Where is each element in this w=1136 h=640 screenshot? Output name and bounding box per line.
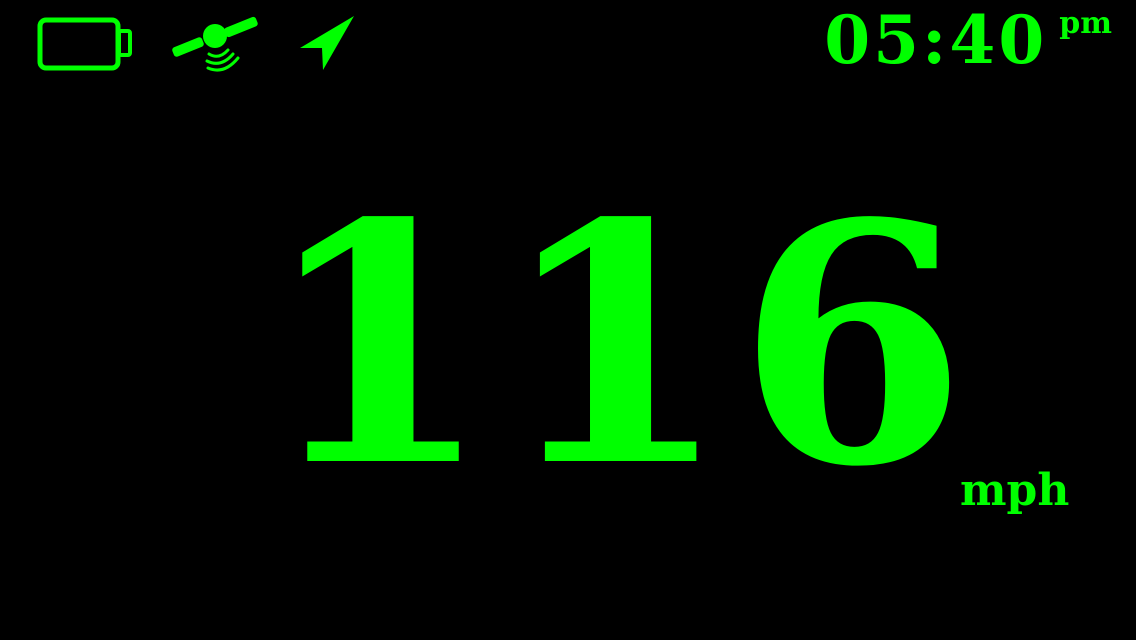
speed-unit: mph (960, 465, 1070, 516)
gps-satellite-icon (172, 16, 258, 72)
location-arrow-icon (300, 16, 354, 70)
speed-display: 116 mph (0, 175, 1136, 535)
clock: 05:40 pm (824, 2, 1112, 82)
clock-ampm: pm (1059, 6, 1112, 41)
status-bar: 05:40 pm (0, 0, 1136, 90)
clock-time: 05:40 (824, 1, 1048, 79)
battery-icon (37, 17, 132, 71)
speed-value: 116 (262, 151, 975, 539)
